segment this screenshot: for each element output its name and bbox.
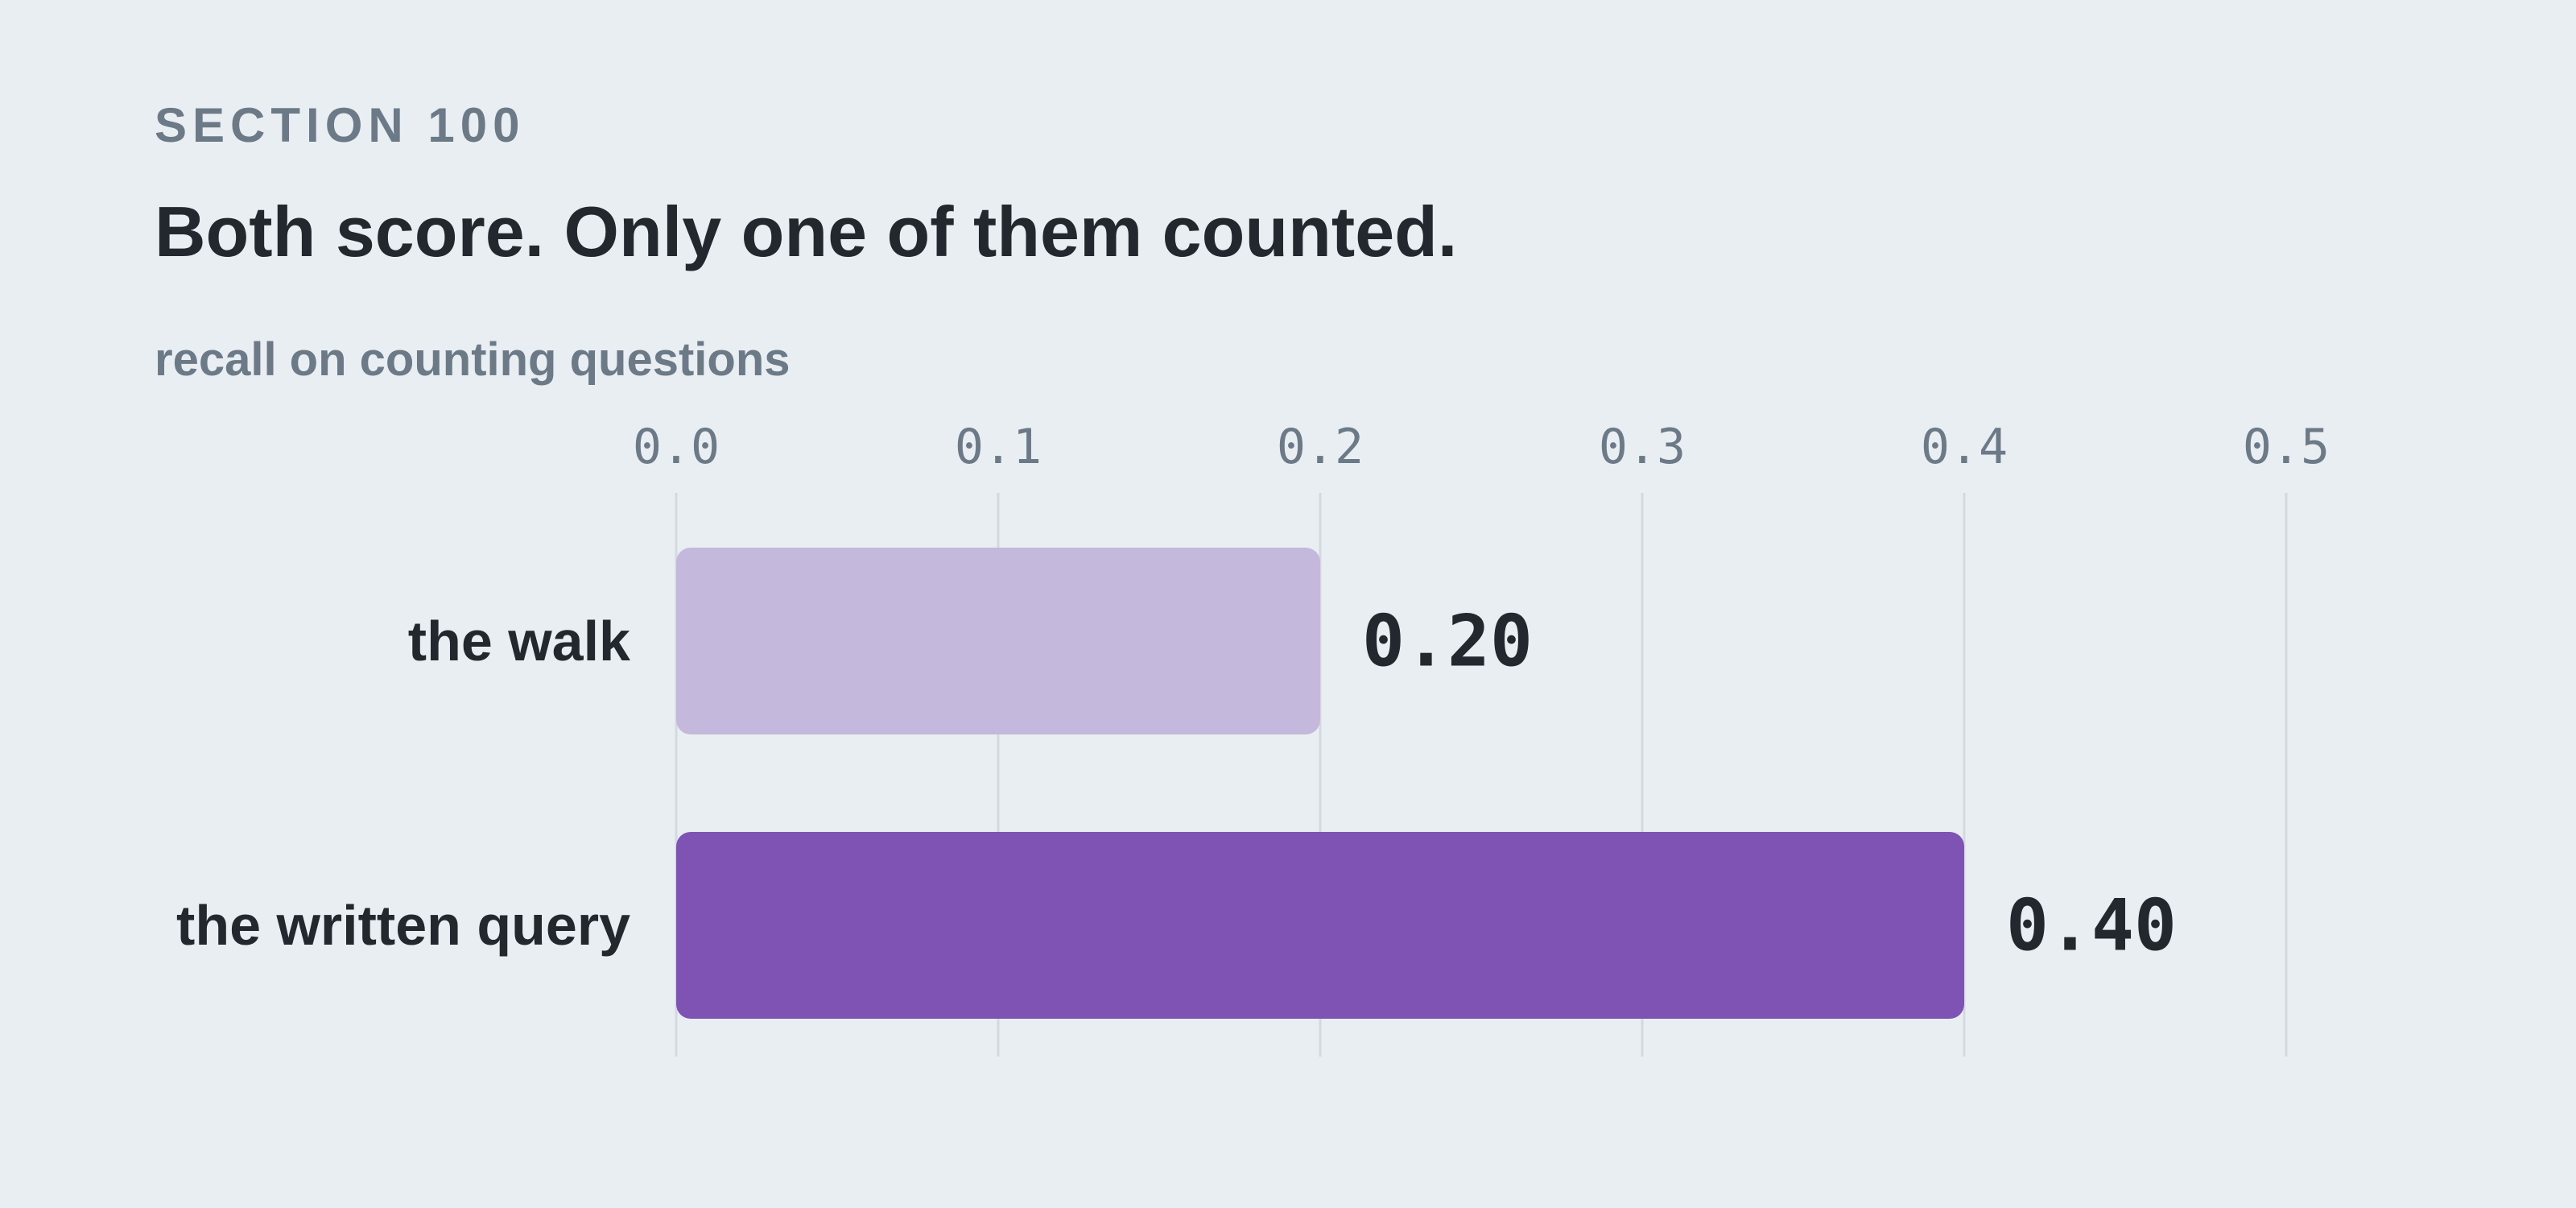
x-tick-label: 0.3 [1599, 419, 1686, 475]
x-tick-label: 0.1 [955, 419, 1042, 475]
chart-title: Both score. Only one of them counted. [155, 192, 1458, 271]
bars [676, 548, 1964, 1019]
category-label: the walk [408, 610, 630, 672]
category-label: the written query [176, 894, 630, 957]
x-tick-label: 0.4 [1921, 419, 2008, 475]
labels: the walk 0.20 the written query 0.40 [176, 600, 2177, 967]
x-axis-ticks: 0.0 0.1 0.2 0.3 0.4 0.5 [633, 419, 2330, 475]
value-label: 0.20 [1362, 600, 1533, 683]
bar [676, 832, 1964, 1019]
bar [676, 548, 1320, 734]
x-tick-label: 0.5 [2243, 419, 2330, 475]
chart-subtitle: recall on counting questions [155, 333, 791, 386]
section-eyebrow: SECTION 100 [155, 98, 526, 152]
value-label: 0.40 [2006, 884, 2177, 967]
x-tick-label: 0.0 [633, 419, 720, 475]
x-tick-label: 0.2 [1277, 419, 1364, 475]
